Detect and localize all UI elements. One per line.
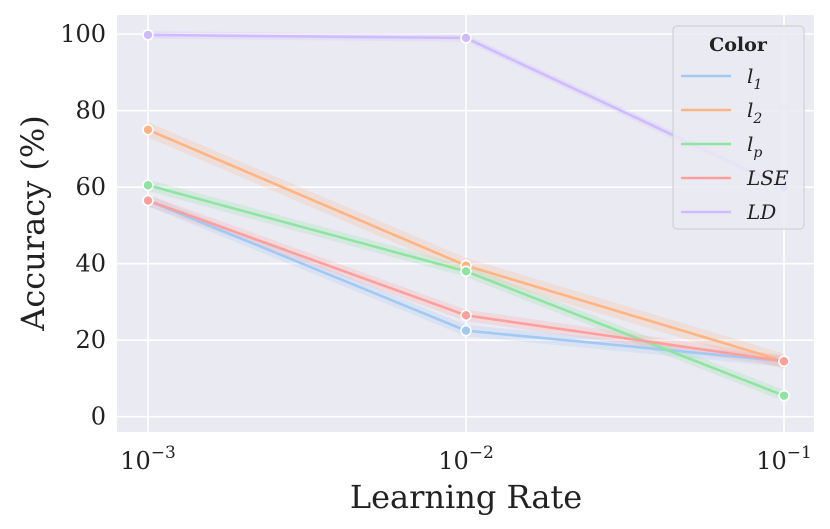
data-point-ld — [460, 32, 472, 44]
y-tick-label: 100 — [60, 20, 106, 48]
x-tick-label: 10−3 — [120, 443, 176, 475]
legend-label-ld: LD — [746, 200, 776, 224]
series-markers — [142, 29, 790, 402]
y-tick-label: 20 — [75, 326, 106, 354]
y-tick-label: 80 — [75, 97, 106, 125]
y-tick-labels: 0 20 40 60 80 100 — [60, 20, 106, 431]
y-axis-label: Accuracy (%) — [14, 115, 52, 331]
data-point-lse — [778, 355, 790, 368]
legend: Color l1 l2 lp LSE LD — [672, 25, 805, 230]
legend-box — [672, 25, 805, 230]
x-tick-label: 10−2 — [438, 443, 494, 475]
data-point-l_p — [142, 179, 154, 192]
confidence-band-l_2 — [148, 122, 784, 369]
data-point-lse — [460, 309, 472, 322]
data-point-lse — [142, 194, 154, 207]
y-tick-label: 60 — [75, 173, 106, 201]
legend-label-lse: LSE — [746, 166, 789, 190]
data-point-ld — [142, 29, 154, 41]
legend-label-l_1: l1 — [747, 64, 762, 93]
legend-label-l_2: l2 — [747, 98, 762, 127]
data-point-l_2 — [142, 123, 154, 136]
x-tick-labels: 10−3 10−2 10−1 — [120, 443, 812, 475]
data-point-l_p — [778, 389, 790, 402]
y-tick-label: 0 — [91, 403, 106, 431]
legend-title: Color — [709, 34, 768, 56]
confidence-band-lse — [148, 194, 784, 367]
y-tick-label: 40 — [75, 250, 106, 278]
legend-label-l_p: lp — [747, 132, 762, 161]
x-tick-label: 10−1 — [756, 443, 812, 475]
x-axis-label: Learning Rate — [350, 478, 582, 516]
data-point-l_1 — [460, 324, 472, 337]
data-point-l_p — [460, 265, 472, 278]
